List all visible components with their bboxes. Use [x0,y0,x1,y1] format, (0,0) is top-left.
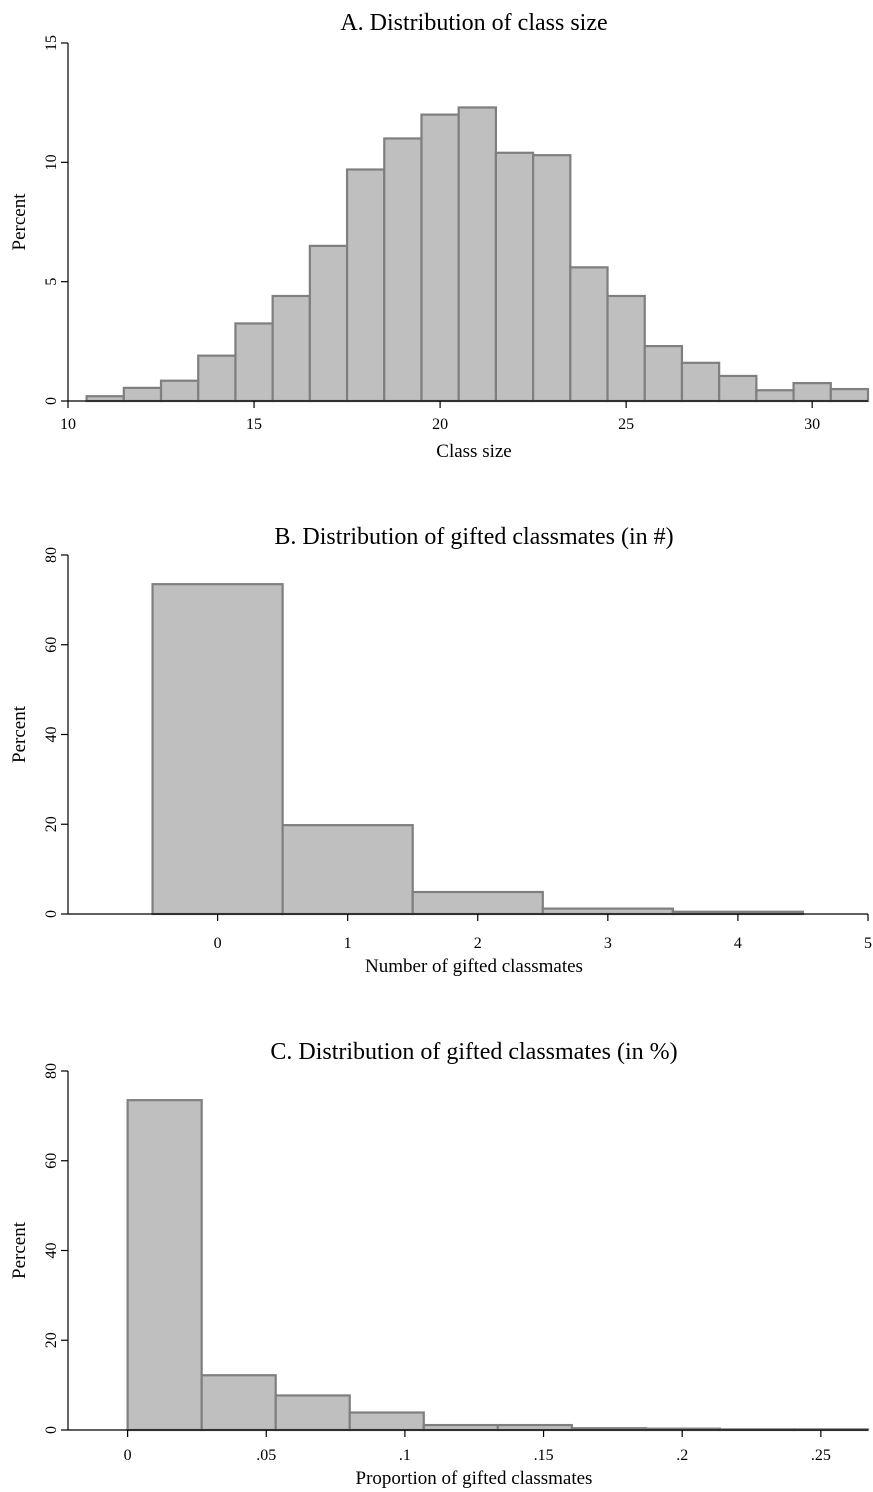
histogram-bar-7 [345,168,386,403]
panel-b-gifted-count: 0 20 40 60 80 0 1 2 3 4 5 B. Distribution of gifted… [9,524,872,977]
x-tick-label: 0 [214,935,222,952]
histogram-bar-2 [274,1394,351,1432]
x-tick-label: 25 [618,416,634,433]
y-tick-label: 40 [43,727,60,743]
y-tick-label: 40 [43,1243,60,1259]
x-tick-label: .15 [534,1447,554,1464]
histogram-bar-3 [197,354,237,403]
x-tick-label: 20 [432,416,448,433]
y-tick-label: 60 [43,637,60,653]
x-axis-label: Class size [436,441,511,462]
y-axis-label: Percent [9,193,30,251]
x-tick-label: .25 [811,1447,831,1464]
histogram-bar-5 [271,294,311,403]
y-tick-label: 5 [43,278,60,286]
y-tick-label: 20 [43,1332,60,1348]
x-tick-label: 3 [604,935,612,952]
x-tick-label: 15 [246,416,262,433]
x-axis-label: Proportion of gifted classmates [356,1468,593,1489]
histogram-bar-9 [420,113,460,403]
chart-title: B. Distribution of gifted classmates (in… [274,524,673,550]
histogram-bar-5 [496,1423,573,1432]
x-tick-label: 5 [864,935,872,952]
histogram-bar-0 [151,583,284,916]
histogram-bar-1 [200,1374,277,1432]
x-tick-label: .2 [676,1447,688,1464]
histogram-bar-0 [85,395,125,403]
y-tick-label: 0 [43,1426,60,1434]
y-tick-label: 80 [43,1063,60,1079]
chart-title: C. Distribution of gifted classmates (in… [270,1039,677,1065]
x-tick-label: 10 [60,416,76,433]
y-tick-label: 80 [43,547,60,563]
histogram-bar-13 [569,266,609,403]
histogram-bar-10 [457,106,498,403]
x-tick-label: 30 [804,416,820,433]
y-tick-label: 0 [43,397,60,405]
x-tick-label: 0 [124,1447,132,1464]
histogram-bar-18 [755,389,795,403]
histogram-bar-4 [234,322,274,403]
y-tick-label: 15 [43,35,60,51]
histogram-bar-3 [348,1411,425,1432]
panel-a-class-size: 0 5 10 15 10 15 20 25 30 A. Distribution of class… [9,10,870,462]
histogram-bar-15 [643,345,684,403]
histogram-bar-17 [718,374,758,403]
histogram-bar-2 [411,890,544,916]
histogram-bar-2 [159,379,200,403]
x-tick-label: .1 [399,1447,411,1464]
histogram-bar-11 [494,151,535,403]
y-axis-label: Percent [9,1221,30,1279]
x-tick-label: 2 [474,935,482,952]
x-axis-label: Number of gifted classmates [365,956,583,977]
histogram-bar-0 [126,1099,203,1432]
histogram-bar-1 [122,386,163,403]
histogram-bar-12 [532,154,572,403]
histogram-bar-19 [792,382,832,403]
y-tick-label: 20 [43,816,60,832]
histogram-bar-8 [383,137,423,403]
histogram-bar-14 [606,294,646,403]
histogram-bar-16 [680,361,721,403]
histogram-bar-1 [281,824,414,916]
y-axis-label: Percent [9,705,30,763]
panel-c-gifted-proportion: 0 20 40 60 80 0 .05 .1 .15 .2 .25 C. Distribution o… [9,1039,870,1489]
y-tick-label: 0 [43,910,60,918]
y-tick-label: 60 [43,1153,60,1169]
x-tick-label: 1 [344,935,352,952]
y-tick-label: 10 [43,154,60,170]
histogram-bar-4 [422,1423,499,1432]
x-tick-label: .05 [256,1447,276,1464]
x-tick-label: 4 [734,935,742,952]
histogram-bar-3 [541,907,674,916]
chart-title: A. Distribution of class size [340,10,607,36]
histogram-bar-20 [829,387,870,403]
histogram-bar-6 [308,244,349,403]
